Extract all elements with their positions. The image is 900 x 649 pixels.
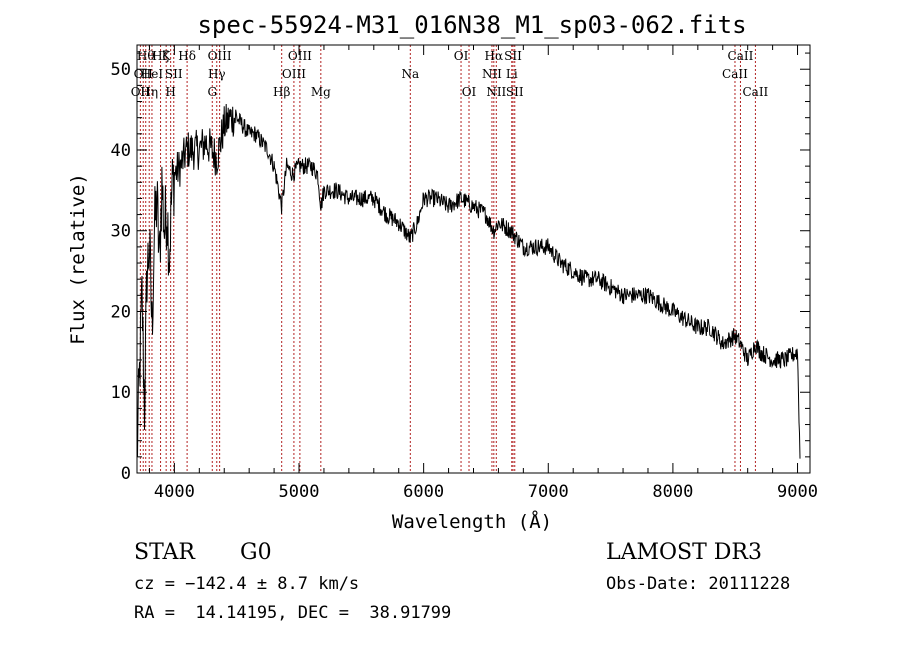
line-label-hη: Hη	[140, 85, 158, 99]
line-label-oii: OII	[134, 67, 154, 81]
chart-title: spec-55924-M31_016N38_M1_sp03-062.fits	[197, 11, 746, 39]
y-tick-label: 40	[111, 141, 131, 161]
x-tick-label: 7000	[528, 482, 569, 502]
x-tick-label: 9000	[777, 482, 818, 502]
y-axis-label: Flux (relative)	[67, 173, 89, 345]
x-axis: 4000 5000 6000 7000 8000 9000	[148, 45, 818, 502]
line-label-oiii: OIII	[208, 49, 232, 63]
line-label-oii: OII	[131, 85, 151, 99]
y-tick-label: 30	[111, 222, 131, 242]
redshift-readout: cz = −142.4 ± 8.7 km/s	[134, 574, 360, 594]
line-label-oi: OI	[462, 85, 477, 99]
observation-date: Obs-Date: 20111228	[606, 574, 791, 594]
line-label-hθ: Hθ	[137, 49, 155, 63]
line-label-oiii: OIII	[288, 49, 312, 63]
line-label-nii: NII	[486, 85, 506, 99]
line-label-hβ: Hβ	[273, 85, 290, 99]
plot-frame	[136, 44, 811, 474]
survey-name: LAMOST DR3	[606, 540, 762, 565]
line-label-caii: CaII	[728, 49, 754, 63]
x-axis-label: Wavelength (Å)	[392, 510, 552, 533]
line-label-sii: SII	[506, 85, 524, 99]
line-label-caii: CaII	[722, 67, 748, 81]
x-tick-label: 8000	[652, 482, 693, 502]
x-tick-label: 4000	[154, 482, 195, 502]
x-tick-label: 6000	[403, 482, 444, 502]
line-label-oiii: OIII	[282, 67, 306, 81]
emission-line-labels: OII OII Hθ Hη HeI HζK H SII Hδ G Hγ OIII Hβ OIII OIII M…	[131, 49, 769, 99]
spectrum-series-line	[136, 103, 801, 459]
line-label-sii: SII	[504, 49, 522, 63]
y-tick-label: 10	[111, 383, 131, 403]
line-label-hei: HeI	[141, 67, 164, 81]
line-label-na: Na	[401, 67, 419, 81]
line-label-caii: CaII	[742, 85, 768, 99]
line-label-li: Li	[506, 67, 518, 81]
coordinates-readout: RA = 14.14195, DEC = 38.91799	[134, 603, 452, 623]
line-label-hγ: Hγ	[208, 67, 226, 81]
y-tick-label: 20	[111, 302, 131, 322]
line-label-k: K	[162, 49, 172, 63]
line-label-hζ: Hζ	[152, 49, 169, 63]
object-class: STAR	[134, 540, 195, 565]
line-label-h: H	[165, 85, 175, 99]
spectrum-chart: spec-55924-M31_016N38_M1_sp03-062.fits O…	[67, 11, 818, 533]
x-tick-label: 5000	[279, 482, 320, 502]
line-label-nii: NII	[482, 67, 502, 81]
line-label-hα: Hα	[485, 49, 504, 63]
line-label-mg: Mg	[311, 85, 331, 99]
line-label-sii: SII	[165, 67, 183, 81]
y-tick-label: 50	[111, 60, 131, 80]
emission-line-markers	[139, 45, 756, 473]
y-axis: 0 10 20 30 40 50	[111, 52, 810, 484]
object-subclass: G0	[240, 540, 272, 565]
y-tick-label: 0	[121, 464, 131, 484]
line-label-oi: OI	[454, 49, 469, 63]
line-label-g: G	[207, 85, 217, 99]
line-label-hδ: Hδ	[178, 49, 196, 63]
